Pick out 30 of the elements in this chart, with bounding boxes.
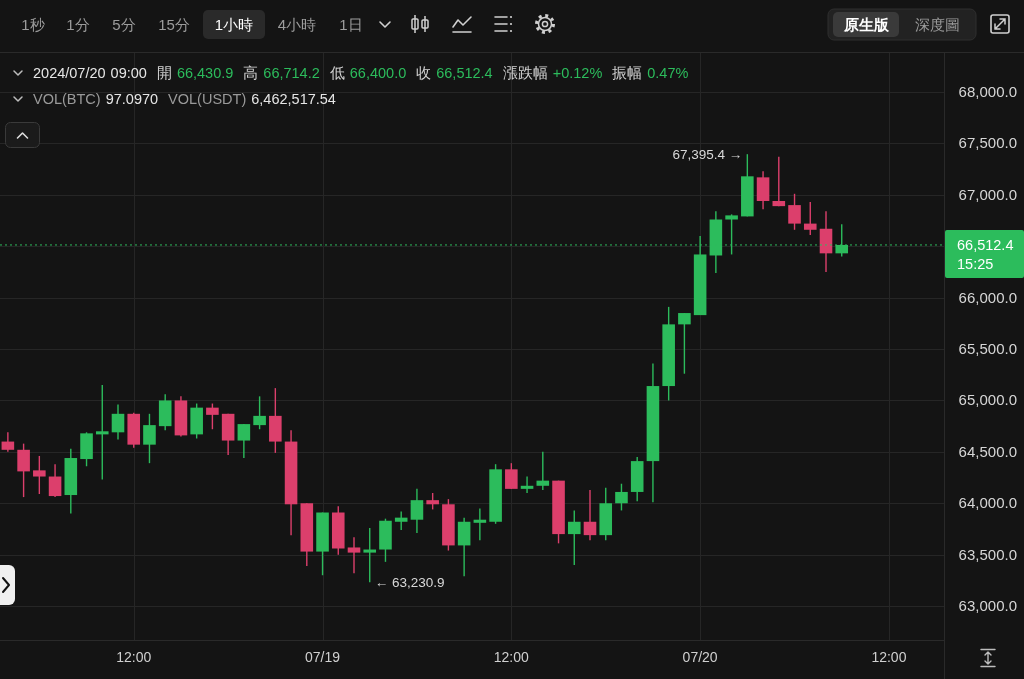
annotation: 67,395.4 → xyxy=(672,146,743,162)
title: 2024/07/20 09:00 開 66,430.9 高 66,714.2 低 66,400.0 收 66,512.4 漲跌幅 +0.12% 振幅 0.47% xyxy=(33,65,689,81)
x-tick-label: 12:00 xyxy=(871,649,907,665)
x-tick-label: 07/20 xyxy=(682,649,718,665)
ref-line-label: 66,512.4 15:25 xyxy=(957,236,1014,272)
y-tick-label: 64,500.0 xyxy=(958,442,1017,460)
subtitle: VOL(BTC) 97.0970 VOL(USDT) 6,462,517.54 xyxy=(33,91,336,107)
annotation: ← 63,230.9 xyxy=(374,574,445,590)
y-tick-label: 67,000.0 xyxy=(958,185,1017,203)
y-tick-label: 63,500.0 xyxy=(958,545,1017,563)
x-tick-label: 12:00 xyxy=(116,649,152,665)
y-tick-label: 68,000.0 xyxy=(958,83,1017,100)
x-tick-label: 12:00 xyxy=(493,649,529,665)
toolbar-label: 4小時 xyxy=(277,16,317,33)
y-tick-label: 65,500.0 xyxy=(958,340,1017,358)
toolbar-label: 原生版 xyxy=(843,16,889,33)
toolbar-label: 1日 xyxy=(339,16,363,33)
y-tick-label: 65,000.0 xyxy=(958,391,1017,409)
toolbar-label: 1小時 xyxy=(214,16,254,33)
toolbar-label: 深度圖 xyxy=(914,16,960,33)
y-tick-label: 66,000.0 xyxy=(958,288,1017,306)
toolbar-label: 15分 xyxy=(158,16,190,33)
x-tick-label: 07/19 xyxy=(305,649,341,665)
y-tick-label: 63,000.0 xyxy=(958,597,1017,615)
toolbar-label: 1秒 xyxy=(21,16,45,33)
y-tick-label: 64,000.0 xyxy=(958,494,1017,512)
price-tag: 66,512.4 15:25 xyxy=(945,229,1024,278)
y-tick-label: 67,500.0 xyxy=(958,134,1017,152)
toolbar-label: 5分 xyxy=(112,16,136,33)
toolbar-label: 1分 xyxy=(66,16,90,33)
